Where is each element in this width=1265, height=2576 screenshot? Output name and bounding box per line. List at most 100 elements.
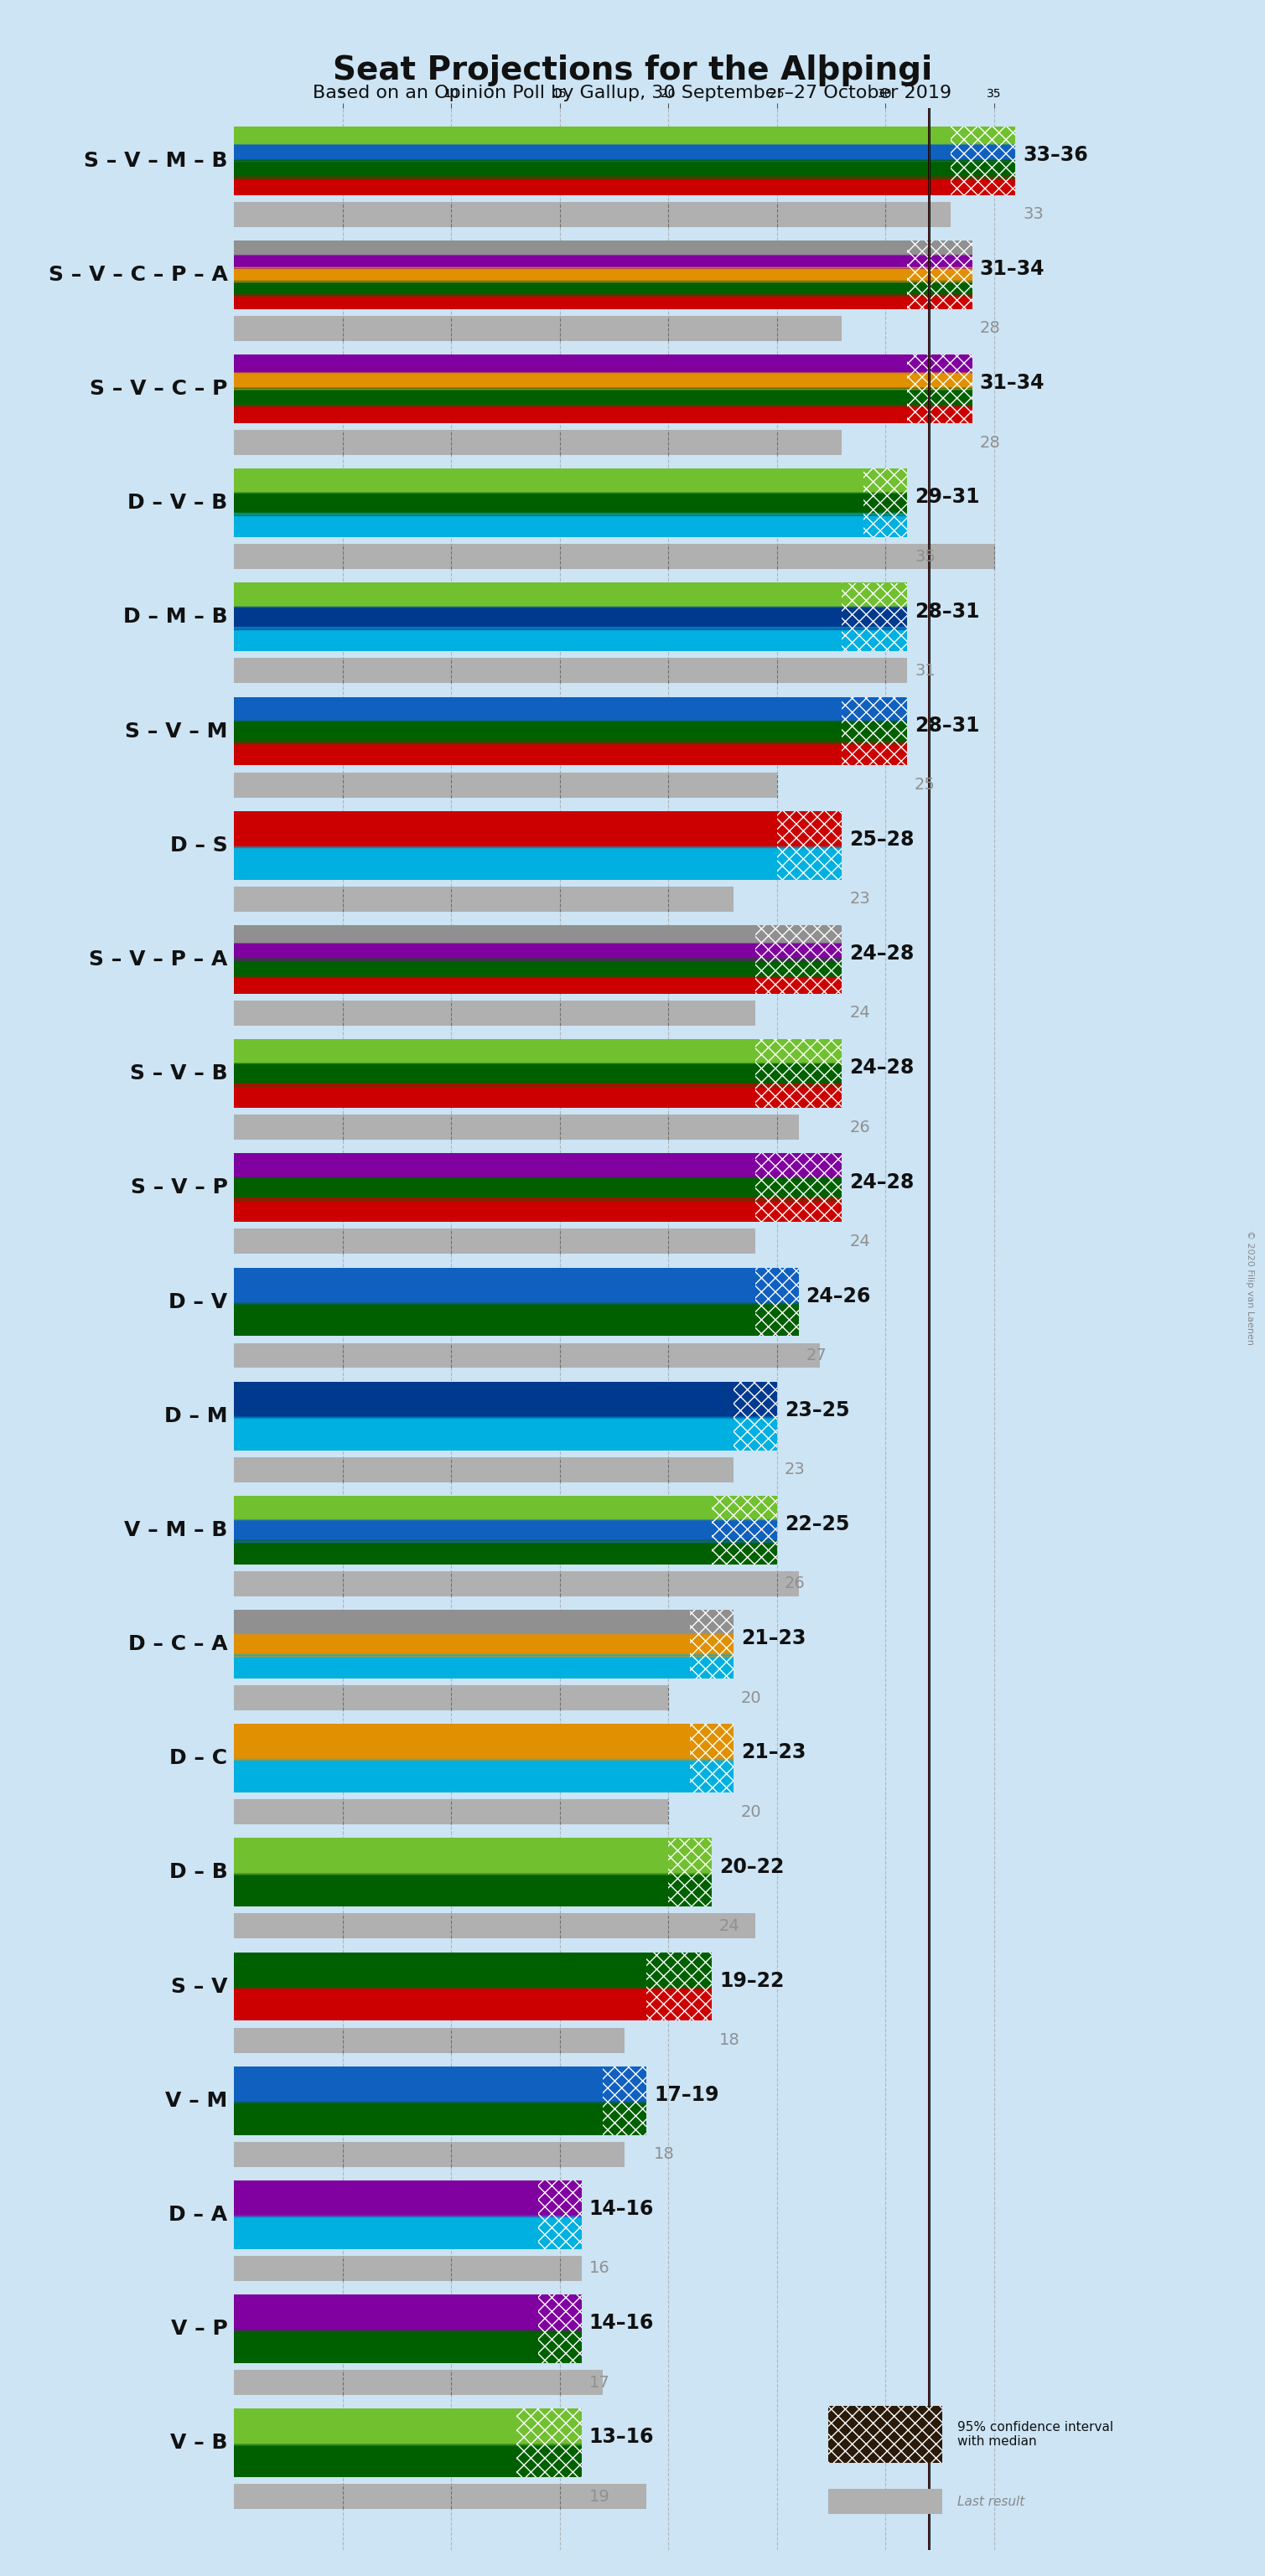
Bar — [234, 430, 842, 456]
Text: 27: 27 — [806, 1347, 827, 1363]
Bar — [755, 925, 842, 994]
Text: 14–16: 14–16 — [589, 2313, 654, 2334]
Text: D – M: D – M — [164, 1406, 228, 1427]
Bar — [603, 2066, 646, 2136]
Bar — [234, 1685, 668, 1710]
Text: D – C – A: D – C – A — [128, 1633, 228, 1654]
Bar — [646, 1953, 712, 2020]
Text: 33: 33 — [1023, 206, 1044, 222]
Text: 28–31: 28–31 — [915, 600, 979, 621]
Bar — [234, 1458, 734, 1481]
Text: S – V – B: S – V – B — [130, 1064, 228, 1084]
Bar — [234, 201, 950, 227]
Text: V – M – B: V – M – B — [124, 1520, 228, 1540]
Bar — [755, 1154, 842, 1221]
Text: © 2020 Filip van Laenen: © 2020 Filip van Laenen — [1246, 1231, 1254, 1345]
Text: 25–28: 25–28 — [850, 829, 915, 850]
Text: V – P: V – P — [171, 2318, 228, 2339]
Bar — [234, 999, 755, 1025]
Text: 28: 28 — [980, 435, 1001, 451]
Text: S – V – M: S – V – M — [125, 721, 228, 742]
Text: 17–19: 17–19 — [654, 2084, 719, 2105]
Text: 20: 20 — [741, 1803, 762, 1819]
Text: 22–25: 22–25 — [784, 1515, 849, 1535]
Text: 24: 24 — [850, 1234, 870, 1249]
Bar — [755, 1267, 798, 1337]
Text: Last result: Last result — [958, 2496, 1025, 2506]
Text: 14–16: 14–16 — [589, 2200, 654, 2218]
Text: S – V – C – P – A: S – V – C – P – A — [48, 265, 228, 286]
Text: D – B: D – B — [170, 1862, 228, 1883]
Bar — [689, 1723, 734, 1793]
Bar — [864, 469, 907, 538]
Bar — [950, 126, 1016, 196]
Bar — [842, 698, 907, 765]
Text: 18: 18 — [654, 2146, 674, 2161]
Bar — [234, 886, 734, 912]
Text: 19: 19 — [589, 2488, 610, 2504]
Text: S – V – P: S – V – P — [130, 1177, 228, 1198]
Text: D – S: D – S — [170, 835, 228, 855]
Text: 24: 24 — [850, 1005, 870, 1020]
Text: 24: 24 — [720, 1919, 740, 1935]
Text: 26: 26 — [850, 1121, 870, 1136]
Text: 25: 25 — [915, 778, 936, 793]
Text: 23: 23 — [850, 891, 870, 907]
Bar — [516, 2409, 582, 2478]
Text: 23–25: 23–25 — [784, 1401, 849, 1419]
Text: Seat Projections for the Alþpingi: Seat Projections for the Alþpingi — [333, 54, 932, 85]
Text: 35: 35 — [915, 549, 936, 564]
Bar — [234, 1342, 820, 1368]
Text: S – V – P – A: S – V – P – A — [89, 951, 228, 969]
Text: 24–28: 24–28 — [850, 1059, 915, 1077]
Text: D – M – B: D – M – B — [123, 608, 228, 626]
Text: 24–28: 24–28 — [850, 943, 915, 963]
Text: Based on an Opinion Poll by Gallup, 30 September–27 October 2019: Based on an Opinion Poll by Gallup, 30 S… — [312, 85, 953, 103]
Bar — [538, 2295, 582, 2362]
Bar — [234, 2483, 646, 2509]
Text: 33–36: 33–36 — [1023, 144, 1088, 165]
Text: 28–31: 28–31 — [915, 716, 979, 737]
Text: D – A: D – A — [168, 2205, 228, 2226]
Bar — [712, 1497, 777, 1564]
Text: D – C: D – C — [170, 1749, 228, 1767]
Bar — [234, 544, 994, 569]
Text: 31–34: 31–34 — [980, 260, 1045, 278]
Text: 23: 23 — [784, 1461, 805, 1479]
Bar — [234, 1914, 755, 1940]
Bar — [668, 1839, 712, 1906]
Bar — [234, 659, 907, 683]
Text: 13–16: 13–16 — [589, 2427, 654, 2447]
Bar — [777, 811, 842, 878]
Text: 17: 17 — [589, 2375, 610, 2391]
Text: 18: 18 — [720, 2032, 740, 2048]
Text: 26: 26 — [784, 1577, 805, 1592]
Bar — [907, 355, 973, 422]
Text: 20–22: 20–22 — [720, 1857, 784, 1878]
Text: 19–22: 19–22 — [720, 1971, 784, 1991]
Bar — [734, 1381, 777, 1450]
Text: 21–23: 21–23 — [741, 1741, 806, 1762]
Bar — [234, 317, 842, 340]
Bar — [234, 2257, 582, 2280]
Bar — [907, 240, 973, 309]
Text: D – V: D – V — [168, 1291, 228, 1311]
Bar — [234, 1115, 798, 1139]
Text: 31: 31 — [915, 662, 935, 677]
Text: 16: 16 — [589, 2259, 610, 2277]
Text: 28: 28 — [980, 319, 1001, 337]
Text: S – V – C – P: S – V – C – P — [90, 379, 228, 399]
Bar — [689, 1610, 734, 1680]
Text: D – V – B: D – V – B — [128, 492, 228, 513]
Text: 20: 20 — [741, 1690, 762, 1705]
Text: 31–34: 31–34 — [980, 374, 1045, 394]
Text: 29–31: 29–31 — [915, 487, 979, 507]
Text: 24–28: 24–28 — [850, 1172, 915, 1193]
Text: S – V: S – V — [171, 1976, 228, 1996]
Bar — [234, 1571, 798, 1597]
Bar — [234, 2141, 625, 2166]
Bar — [234, 1229, 755, 1255]
Text: 95% confidence interval
with median: 95% confidence interval with median — [958, 2421, 1113, 2447]
Bar — [234, 1801, 668, 1824]
Text: V – B: V – B — [170, 2432, 228, 2452]
